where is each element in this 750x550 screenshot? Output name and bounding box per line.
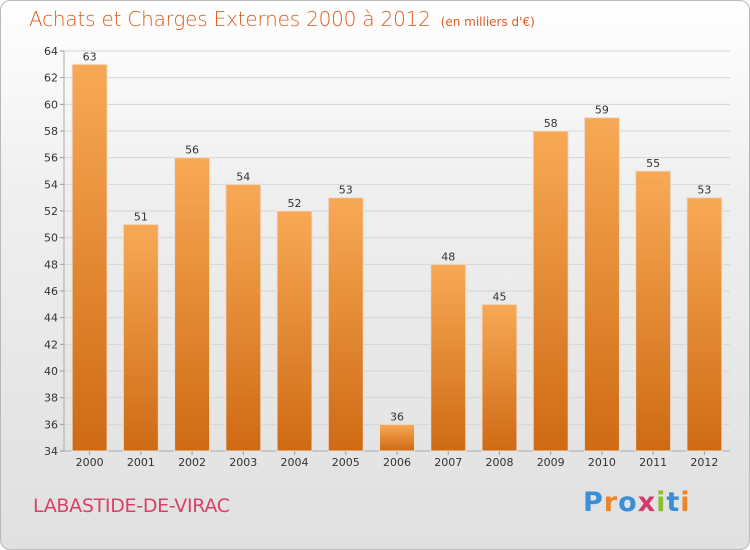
bars — [71, 63, 723, 452]
bar-2002 — [174, 157, 211, 452]
data-label-2000: 63 — [83, 50, 97, 63]
y-tick-label: 58 — [44, 125, 58, 138]
logo-letter: i — [656, 487, 667, 518]
chart-unit-note: (en milliers d'€) — [440, 15, 535, 29]
data-label-2010: 59 — [595, 104, 609, 117]
y-tick-label: 60 — [44, 98, 58, 111]
y-tick-label: 62 — [44, 72, 58, 85]
x-tick-label-2000: 2000 — [76, 456, 104, 469]
y-tick-label: 56 — [44, 152, 58, 165]
y-tick-label: 52 — [44, 205, 58, 218]
grid-lines — [64, 50, 730, 452]
logo-letter: t — [666, 487, 681, 518]
y-tick-label: 48 — [44, 258, 58, 271]
data-label-2012: 53 — [697, 184, 711, 197]
data-label-2009: 58 — [544, 117, 558, 130]
logo-letter: P — [583, 487, 604, 518]
y-tick-label: 54 — [44, 178, 58, 191]
bar-2001 — [122, 223, 159, 452]
bar-2000 — [71, 63, 108, 452]
data-label-2003: 54 — [236, 170, 250, 183]
y-tick-label: 44 — [44, 312, 58, 325]
data-label-2001: 51 — [134, 210, 148, 223]
bar-2012 — [686, 197, 723, 452]
x-tick-label-2008: 2008 — [485, 456, 513, 469]
x-tick-label-2004: 2004 — [281, 456, 309, 469]
data-label-2006: 36 — [390, 410, 404, 423]
logo-letter: o — [618, 487, 638, 518]
x-tick-label-2005: 2005 — [332, 456, 360, 469]
data-label-2011: 55 — [646, 157, 660, 170]
bar-2011 — [635, 170, 672, 452]
x-tick-label-2007: 2007 — [434, 456, 462, 469]
proxiti-logo: Proxiti — [583, 487, 691, 518]
y-tick-label: 42 — [44, 338, 58, 351]
y-tick-label: 34 — [44, 445, 58, 458]
x-tick-label-2006: 2006 — [383, 456, 411, 469]
x-tick-label-2003: 2003 — [229, 456, 257, 469]
data-label-2007: 48 — [441, 250, 455, 263]
data-label-2005: 53 — [339, 184, 353, 197]
bar-2005 — [327, 197, 364, 452]
location-name: LABASTIDE-DE-VIRAC — [33, 495, 230, 517]
x-tick-label-2012: 2012 — [690, 456, 718, 469]
y-tick-label: 64 — [44, 45, 58, 58]
y-tick-label: 36 — [44, 418, 58, 431]
bar-2007 — [430, 263, 467, 452]
chart-title-block: Achats et Charges Externes 2000 à 2012 (e… — [29, 7, 535, 37]
x-tick-label-2011: 2011 — [639, 456, 667, 469]
logo-letter: r — [603, 487, 619, 518]
y-tick-label: 40 — [44, 365, 58, 378]
bar-2003 — [225, 183, 262, 452]
bar-2004 — [276, 210, 313, 452]
data-label-2008: 45 — [492, 290, 506, 303]
bar-2010 — [583, 117, 620, 452]
data-label-2002: 56 — [185, 144, 199, 157]
logo-letter: i — [680, 487, 691, 518]
bar-2009 — [532, 130, 569, 452]
chart-title: Achats et Charges Externes 2000 à 2012 — [29, 7, 431, 31]
data-labels: 63 51 56 54 52 53 36 48 45 58 59 55 53 — [83, 50, 712, 423]
logo-letter: x — [637, 487, 657, 518]
y-tick-label: 38 — [44, 392, 58, 405]
y-tick-label: 46 — [44, 285, 58, 298]
bar-2008 — [481, 303, 518, 452]
x-tick-label-2002: 2002 — [178, 456, 206, 469]
y-tick-label: 50 — [44, 232, 58, 245]
x-tick-label-2001: 2001 — [127, 456, 155, 469]
data-label-2004: 52 — [288, 197, 302, 210]
x-tick-label-2010: 2010 — [588, 456, 616, 469]
bar-2006 — [379, 423, 415, 452]
x-tick-label-2009: 2009 — [537, 456, 565, 469]
